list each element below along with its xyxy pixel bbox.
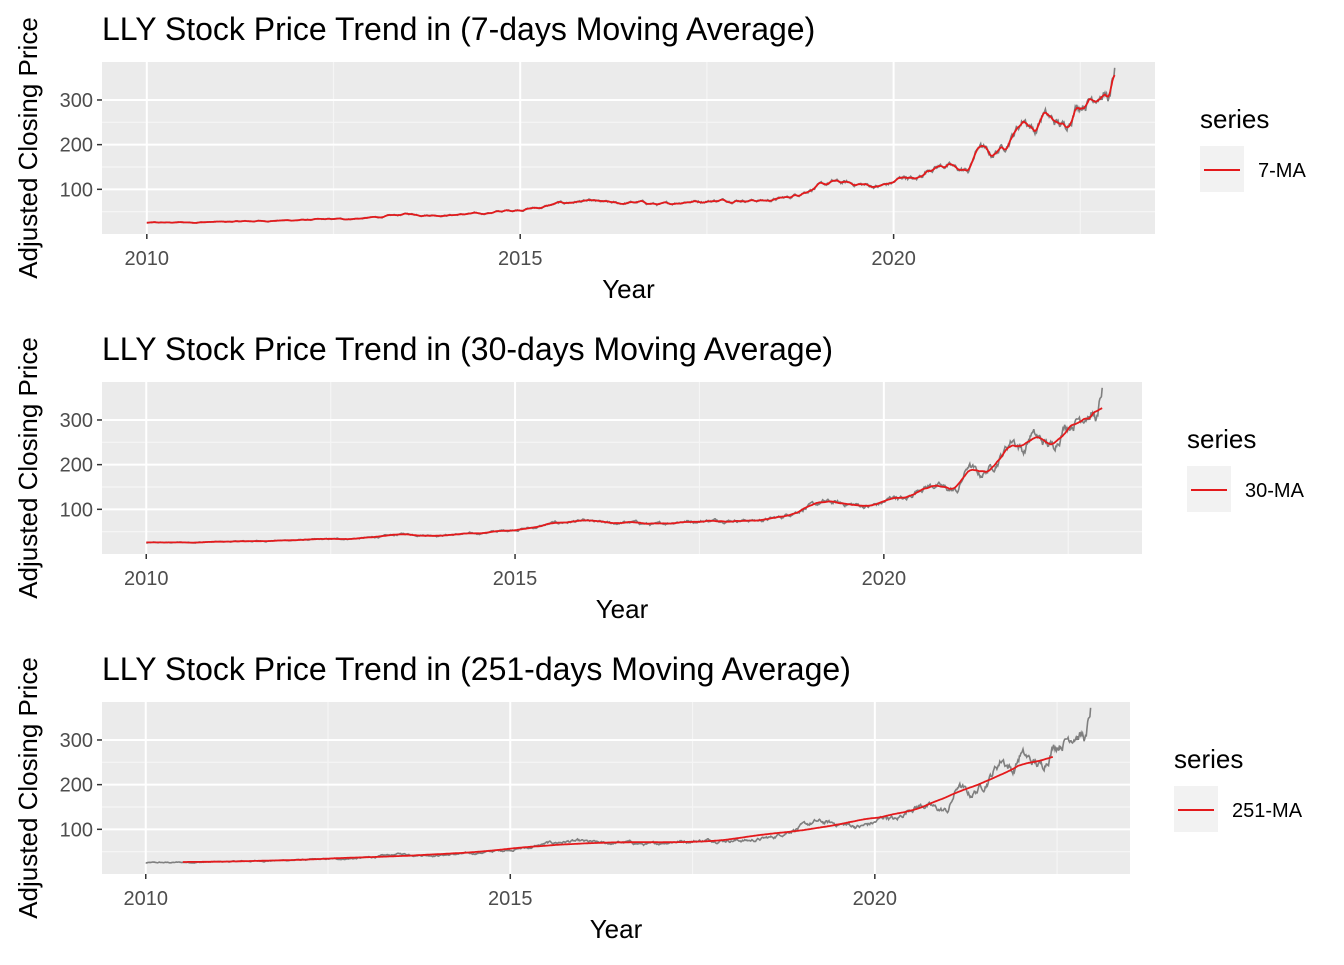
chart-panel-2: LLY Stock Price Trend in (30-days Moving…	[13, 331, 1305, 624]
chart-title: LLY Stock Price Trend in (30-days Moving…	[102, 331, 833, 367]
x-tick-label: 2015	[498, 248, 543, 270]
x-tick-label: 2020	[853, 888, 898, 910]
plot-panel	[102, 382, 1142, 554]
x-tick-label: 2010	[125, 248, 170, 270]
legend-title: series	[1200, 104, 1269, 134]
x-tick-label: 2010	[123, 888, 168, 910]
y-tick-label: 300	[60, 90, 93, 112]
legend-title: series	[1187, 424, 1256, 454]
x-tick-label: 2020	[862, 568, 907, 590]
y-tick-label: 100	[60, 819, 93, 841]
plot-panel	[102, 702, 1130, 874]
y-tick-label: 100	[60, 179, 93, 201]
y-tick-label: 300	[60, 410, 93, 432]
y-tick-label: 200	[60, 775, 93, 797]
y-axis-title: Adjusted Closing Price	[13, 337, 43, 599]
y-axis-title: Adjusted Closing Price	[13, 17, 43, 279]
x-axis-title: Year	[602, 274, 655, 304]
x-tick-label: 2015	[493, 568, 538, 590]
ma-series-line	[182, 756, 1054, 863]
plot-panel	[102, 62, 1155, 234]
ma-series-line	[146, 74, 1116, 224]
x-axis-title: Year	[590, 914, 643, 944]
x-axis-title: Year	[596, 594, 649, 624]
legend: series 30-MA	[1187, 424, 1305, 512]
y-tick-label: 300	[60, 730, 93, 752]
legend-entry-label: 7-MA	[1258, 160, 1306, 182]
ma-series-line	[146, 407, 1103, 544]
x-tick-label: 2010	[124, 568, 169, 590]
y-tick-label: 200	[60, 135, 93, 157]
chart-title: LLY Stock Price Trend in (251-days Movin…	[102, 651, 851, 687]
y-tick-label: 200	[60, 455, 93, 477]
chart-title: LLY Stock Price Trend in (7-days Moving …	[102, 11, 815, 47]
chart-panel-3: LLY Stock Price Trend in (251-days Movin…	[13, 651, 1303, 944]
y-tick-label: 100	[60, 499, 93, 521]
x-tick-label: 2015	[488, 888, 533, 910]
chart-panel-1: LLY Stock Price Trend in (7-days Moving …	[13, 11, 1306, 304]
legend: series 7-MA	[1200, 104, 1306, 192]
x-tick-label: 2020	[871, 248, 916, 270]
legend-entry-label: 251-MA	[1232, 800, 1303, 822]
legend-title: series	[1174, 744, 1243, 774]
y-axis-title: Adjusted Closing Price	[13, 657, 43, 919]
legend: series 251-MA	[1174, 744, 1303, 832]
legend-entry-label: 30-MA	[1245, 480, 1305, 502]
